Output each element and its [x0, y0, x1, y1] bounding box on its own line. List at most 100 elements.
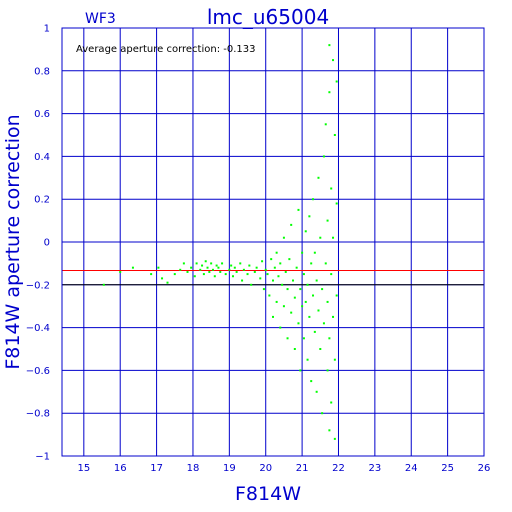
x-tick-label: 20 [259, 463, 272, 474]
data-point [302, 337, 305, 340]
chart-subtitle: WF3 [85, 11, 116, 27]
data-point [211, 268, 214, 271]
data-point [275, 251, 278, 254]
data-point [204, 260, 207, 263]
data-point [221, 262, 224, 265]
data-point [282, 305, 285, 308]
data-point [119, 270, 122, 273]
x-tick-label: 17 [150, 463, 163, 474]
data-point [326, 369, 329, 372]
data-point [330, 187, 333, 190]
data-point [262, 288, 265, 291]
y-tick-label: −0.4 [26, 323, 50, 334]
data-point [335, 80, 338, 83]
y-tick-label: −0.2 [26, 280, 50, 291]
data-point [277, 275, 280, 278]
data-point [253, 270, 256, 273]
data-point [150, 273, 153, 276]
data-point [326, 219, 329, 222]
data-point [241, 279, 244, 282]
data-point [290, 311, 293, 314]
data-point [246, 273, 249, 276]
data-point [312, 198, 315, 201]
y-tick-label: −1 [35, 452, 50, 463]
data-point [219, 270, 222, 273]
data-point [332, 236, 335, 239]
plot-frame [61, 27, 485, 457]
x-tick-label: 22 [332, 463, 345, 474]
data-point [312, 294, 315, 297]
data-point [202, 273, 205, 276]
data-points [102, 44, 338, 440]
data-point [295, 266, 298, 269]
data-point [282, 236, 285, 239]
data-point [239, 262, 242, 265]
y-tick-label: 0 [44, 238, 50, 249]
y-tick-label: 0.4 [34, 152, 50, 163]
x-tick-label: 16 [114, 463, 127, 474]
data-point [324, 262, 327, 265]
x-tick-label: 21 [296, 463, 309, 474]
data-point [235, 270, 238, 273]
data-point [224, 273, 227, 276]
data-point [317, 309, 320, 312]
data-point [328, 44, 331, 47]
data-point [264, 268, 267, 271]
data-point [248, 264, 251, 267]
data-point [261, 260, 264, 263]
data-point [313, 330, 316, 333]
y-tick-label: 0.8 [34, 66, 50, 77]
data-point [157, 266, 160, 269]
data-point [310, 380, 313, 383]
data-point [217, 266, 220, 269]
data-point [292, 279, 295, 282]
data-point [317, 176, 320, 179]
data-point [328, 91, 331, 94]
data-point [279, 262, 282, 265]
data-point [193, 275, 196, 278]
data-point [161, 277, 164, 280]
data-point [190, 266, 193, 269]
data-point [173, 273, 176, 276]
data-point [228, 268, 231, 271]
data-point [332, 315, 335, 318]
data-point [131, 266, 134, 269]
reference-lines [62, 269, 484, 286]
x-axis-label: F814W [235, 483, 301, 505]
data-point [242, 268, 245, 271]
data-point [275, 300, 278, 303]
data-point [321, 412, 324, 415]
data-point [306, 358, 309, 361]
data-point [302, 273, 305, 276]
data-point [301, 305, 304, 308]
y-tick-label: −0.6 [26, 366, 50, 377]
data-point [333, 134, 336, 136]
data-point [308, 215, 311, 218]
data-point [313, 251, 316, 254]
data-point [324, 123, 327, 126]
data-point [330, 401, 333, 404]
data-point [321, 288, 324, 291]
data-point [333, 358, 336, 361]
data-point [297, 322, 300, 325]
data-point [290, 223, 293, 226]
data-point [266, 273, 269, 276]
data-point [272, 279, 274, 282]
x-tick-label: 26 [478, 463, 491, 474]
data-point [304, 230, 307, 233]
data-point [297, 208, 300, 211]
data-point [215, 264, 218, 267]
y-tick-label: 1 [44, 24, 50, 35]
data-point [322, 155, 325, 158]
data-point [201, 264, 204, 267]
data-point [326, 300, 329, 303]
data-point [315, 390, 318, 393]
data-point [208, 270, 211, 273]
x-tick-label: 23 [368, 463, 381, 474]
data-point [186, 270, 189, 273]
data-point [279, 326, 282, 329]
data-point [322, 322, 325, 325]
data-point [333, 437, 336, 440]
data-point [286, 288, 289, 291]
